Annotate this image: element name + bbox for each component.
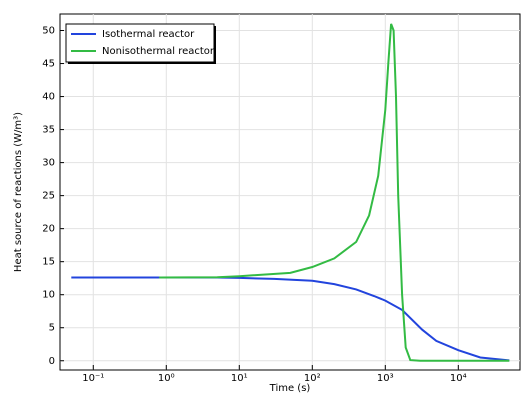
x-tick-label: 10⁰ — [158, 373, 175, 384]
y-tick-label: 40 — [42, 92, 55, 103]
legend-box — [65, 23, 215, 63]
y-tick-label: 45 — [42, 59, 55, 70]
x-axis-label: Time (s) — [269, 383, 311, 394]
y-axis-label: Heat source of reactions (W/m³) — [13, 112, 24, 272]
x-tick-label: 10² — [304, 373, 321, 384]
plot-frame — [59, 13, 521, 371]
y-tick-label: 35 — [42, 125, 55, 136]
y-tick-label: 0 — [49, 356, 55, 367]
y-tick-label: 15 — [42, 257, 55, 268]
x-tick-label: 10¹ — [231, 373, 248, 384]
legend-label: Isothermal reactor — [102, 29, 195, 40]
x-tick-label: 10⁴ — [450, 373, 467, 384]
line-series — [159, 23, 510, 362]
y-tick-label: 30 — [42, 158, 55, 169]
y-tick-label: 25 — [42, 191, 55, 202]
y-tick-label: 20 — [42, 224, 55, 235]
x-tick-label: 10⁻¹ — [82, 373, 104, 384]
legend-label: Nonisothermal reactor — [102, 46, 215, 57]
y-tick-label: 50 — [42, 26, 55, 37]
y-tick-label: 10 — [42, 290, 55, 301]
y-tick-label: 5 — [49, 323, 55, 334]
x-tick-label: 10³ — [377, 373, 394, 384]
